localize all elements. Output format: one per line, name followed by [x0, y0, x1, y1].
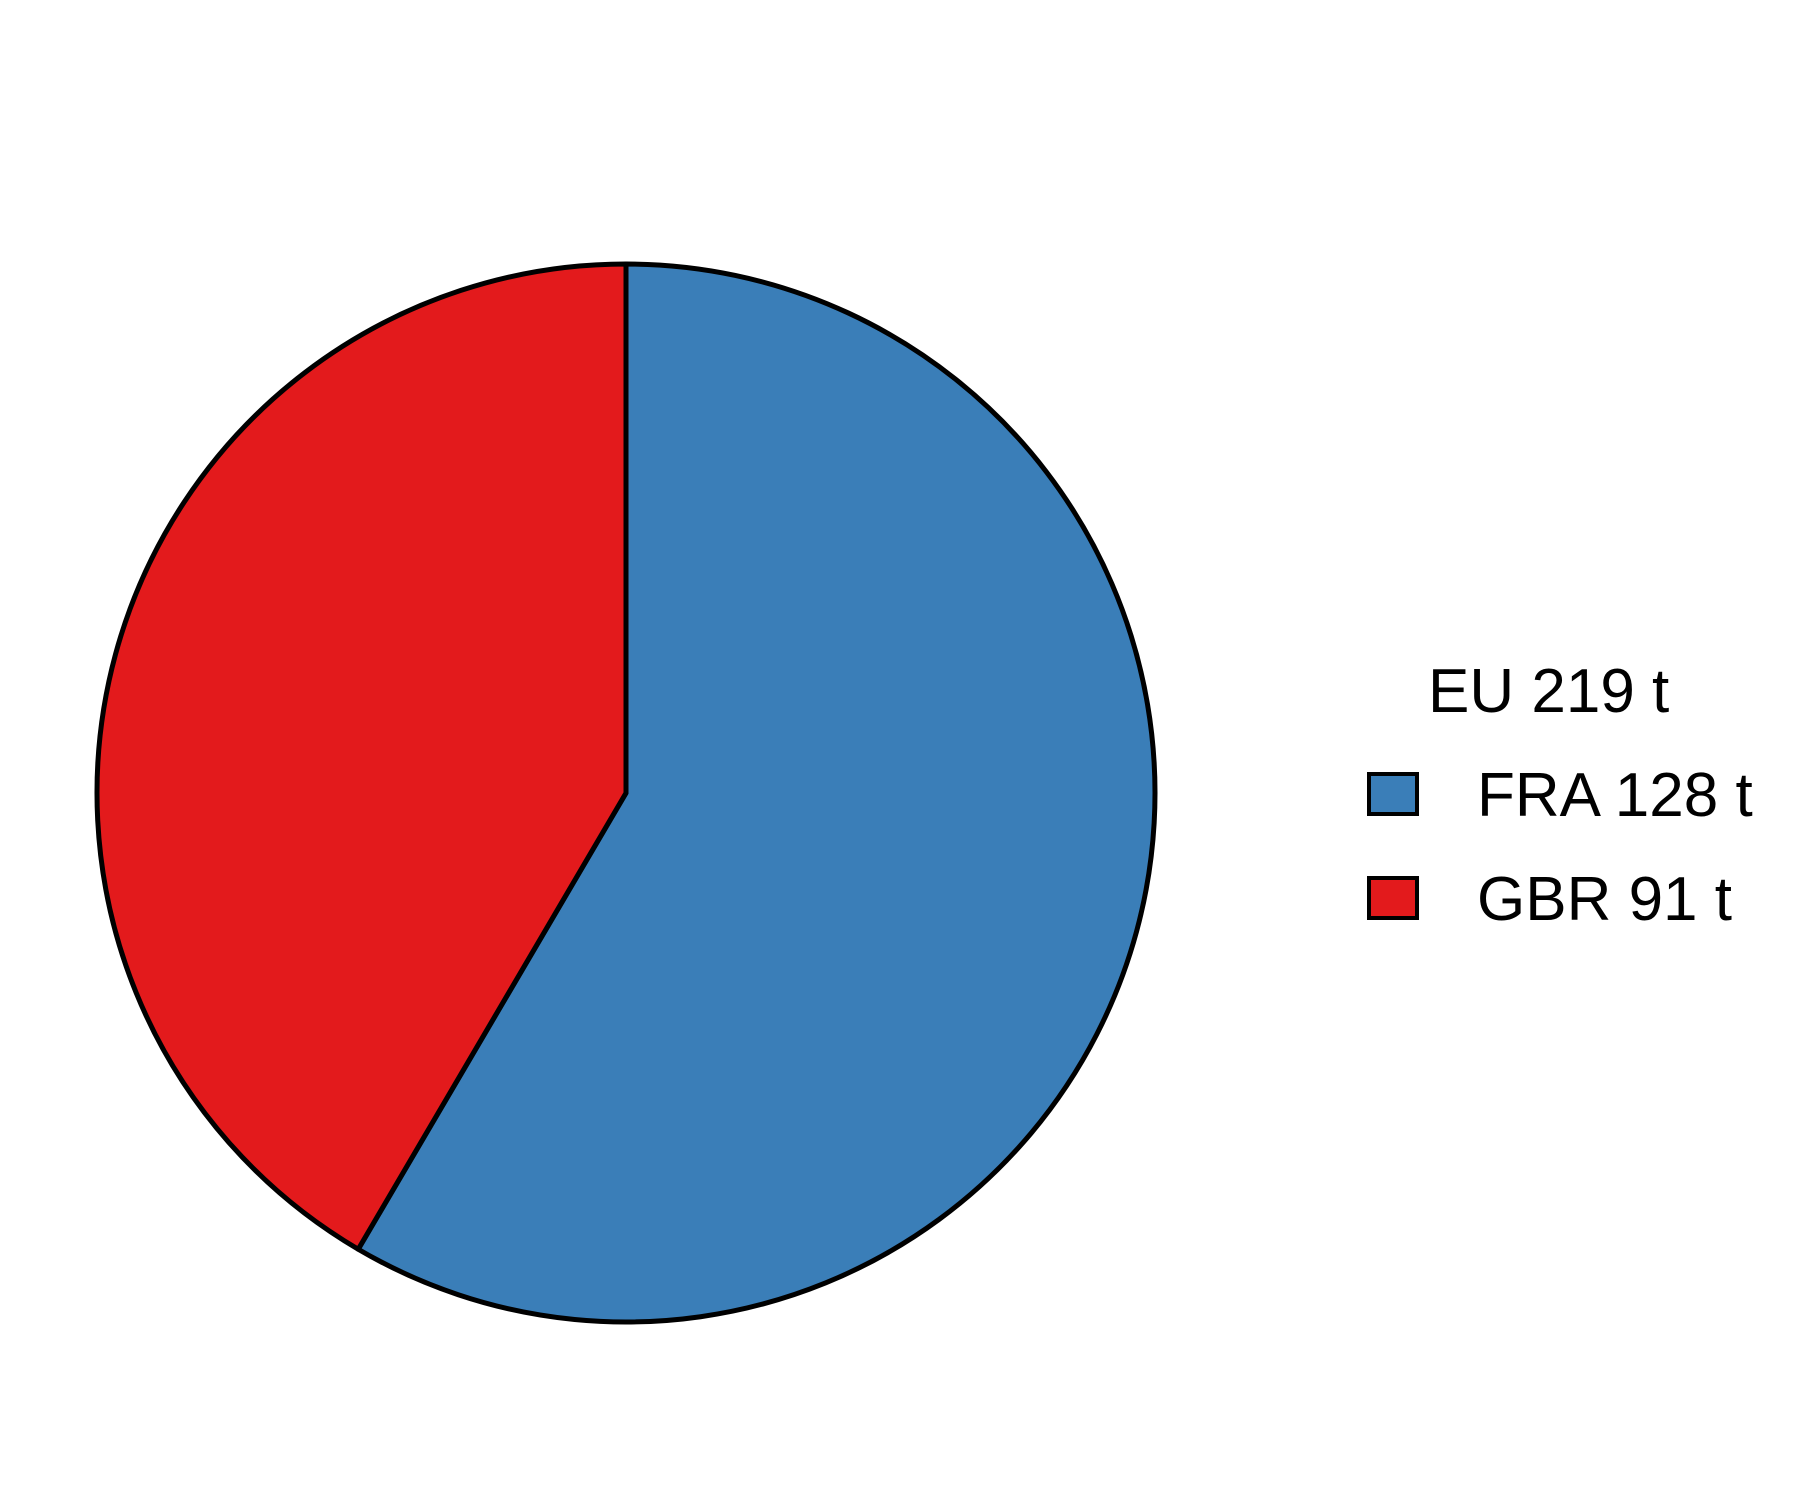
pie-slice-gbr: [94, 261, 629, 1252]
pie-slices: [94, 261, 1158, 1325]
legend-key-fra: [1367, 772, 1419, 816]
legend: EU 219 t FRA 128 t GBR 91 t: [1367, 657, 1753, 934]
legend-title: EU 219 t: [1428, 657, 1669, 726]
legend-items: FRA 128 t GBR 91 t: [1367, 761, 1753, 934]
legend-label-fra: FRA 128 t: [1477, 761, 1753, 830]
legend-key-gbr: [1367, 876, 1419, 920]
pie-slice-fra: [355, 261, 1158, 1325]
legend-label-gbr: GBR 91 t: [1477, 865, 1732, 934]
